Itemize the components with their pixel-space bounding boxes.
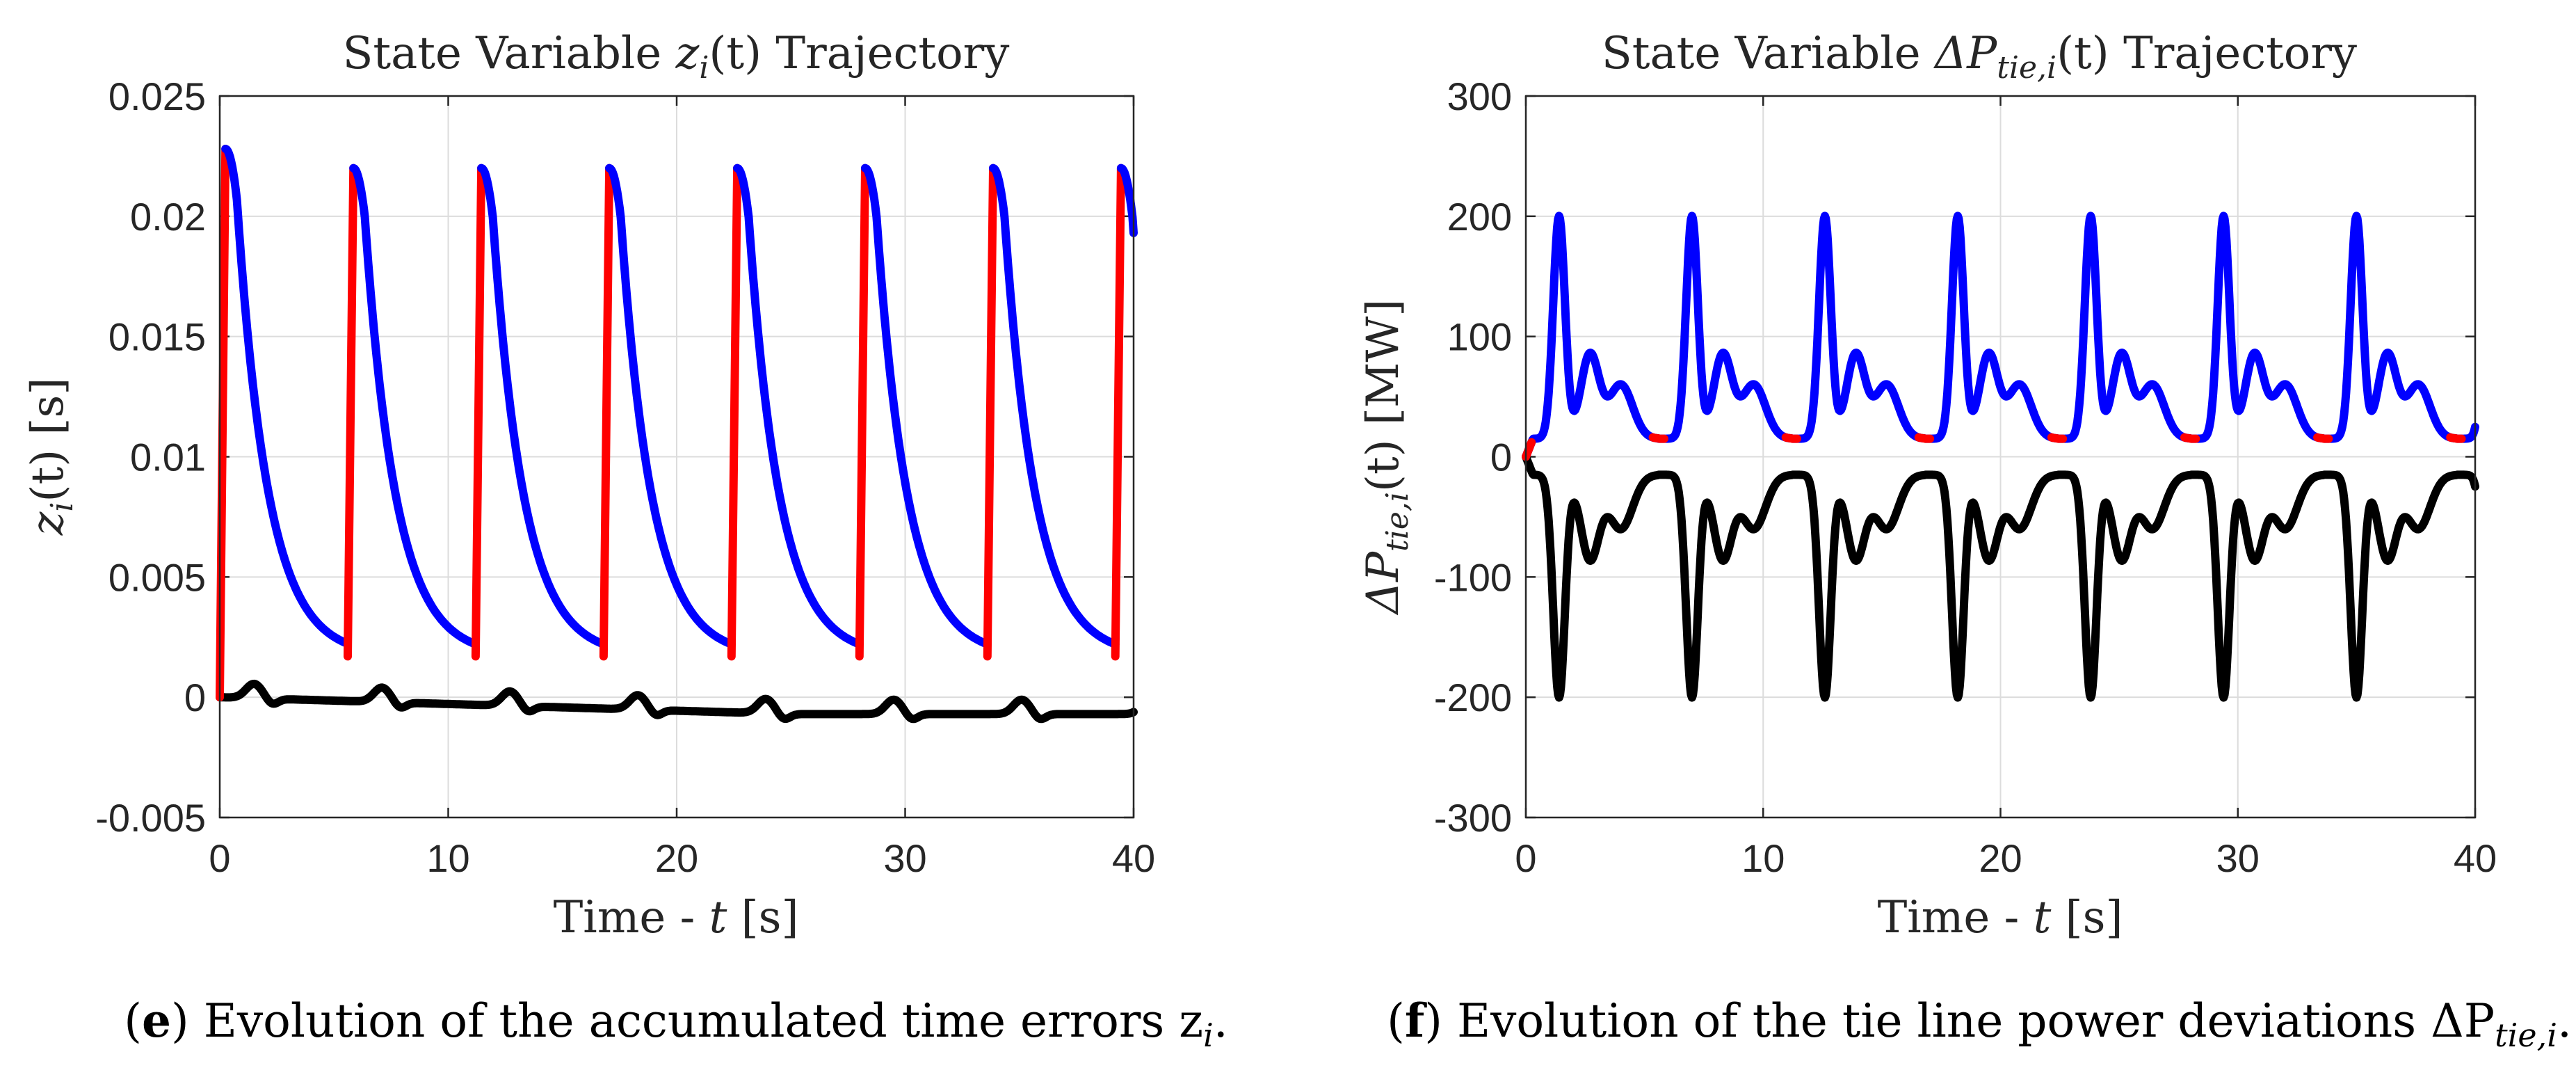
panel-f-xtick-label: 0: [1515, 836, 1536, 880]
panel-f-ylabel: ΔPtie,i(t) [MW]: [1358, 299, 1415, 616]
panel-f: State Variable ΔPtie,i(t) Trajectory 0 10…: [1358, 28, 2572, 1054]
panel-e-series-aux-line: [216, 679, 1138, 724]
panel-e-series-decay-segment: [349, 163, 480, 648]
panel-e-ylabel: zi(t) [s]: [22, 378, 80, 536]
panel-e-ytick-label: 0.005: [108, 555, 206, 599]
panel-e-xtick-label: 10: [426, 836, 469, 880]
panel-f-series-transition-segment: [2446, 433, 2466, 443]
panel-e-series-rise-segment: [983, 163, 997, 661]
panel-f-xlabel: Time - t [s]: [1878, 892, 2123, 943]
panel-f-caption: (f) Evolution of the tie line power devi…: [1387, 994, 2572, 1054]
panel-f-grid: [1525, 95, 2476, 818]
panel-f-ytick-label: 200: [1447, 195, 1512, 239]
panel-e-series-decay-segment: [605, 163, 736, 648]
panel-f-ytick-label: -300: [1434, 796, 1512, 840]
panel-e-series-rise-segment: [1111, 163, 1125, 661]
panel-f-series-negative-line: [1522, 452, 2479, 702]
panel-f-ticks: 0 10 20 30 40 -300 -200 -100 0 100 200 300: [1434, 74, 2497, 880]
panel-e-series-decay-segment: [733, 163, 864, 648]
panel-e-series-rise-segment: [727, 163, 742, 661]
panel-e-series-decay-segment: [1116, 163, 1138, 237]
panel-f-xtick-label: 10: [1741, 836, 1785, 880]
panel-f-ytick-label: 300: [1447, 74, 1512, 118]
panel-e-xtick-label: 40: [1112, 836, 1155, 880]
panel-e-xtick-label: 0: [209, 836, 230, 880]
panel-f-series-transition-segment: [2047, 433, 2068, 443]
panel-e-series-decay-segment: [221, 145, 352, 648]
panel-f-xtick-label: 30: [2216, 836, 2260, 880]
panel-f-ytick-label: -200: [1434, 676, 1512, 719]
panel-e-ytick-label: 0: [184, 676, 206, 719]
panel-e-ytick-label: 0.025: [108, 74, 206, 118]
panel-f-xtick-label: 20: [1979, 836, 2022, 880]
panel-f-series-transition-segment: [1781, 433, 1801, 443]
panel-e-title: State Variable zi(t) Trajectory: [343, 28, 1010, 86]
panel-e-caption: (e) Evolution of the accumulated time er…: [124, 994, 1228, 1054]
panel-e-series-rise-segment: [216, 145, 230, 702]
panel-f-series-transition-segment: [2313, 433, 2333, 443]
panel-e-series-decay-segment: [477, 163, 608, 648]
panel-e-series-decay-segment: [989, 163, 1120, 648]
panel-e-ytick-label: 0.01: [130, 436, 206, 479]
panel-f-xtick-label: 40: [2454, 836, 2497, 880]
panel-e-ytick-label: 0.015: [108, 315, 206, 359]
panel-f-ytick-label: -100: [1434, 555, 1512, 599]
panel-f-series-transition-segment: [1648, 433, 1668, 443]
panel-f-series: [1522, 212, 2479, 702]
panel-e-series-rise-segment: [855, 163, 869, 661]
panel-e-series-rise-segment: [471, 163, 486, 661]
panel-e-xlabel: Time - t [s]: [554, 892, 799, 943]
panel-f-axes-frame: [1524, 95, 2477, 819]
panel-f-series-transition-segment: [1914, 433, 1935, 443]
panel-e-xtick-label: 30: [883, 836, 926, 880]
panel-e: State Variable zi(t) Trajectory 0 10 20 30 4…: [22, 28, 1228, 1054]
panel-e-series-rise-segment: [599, 163, 614, 661]
panel-e-ytick-label: -0.005: [95, 796, 206, 840]
panel-e-series: [216, 145, 1138, 724]
panel-f-series-transition-segment: [2180, 433, 2200, 443]
panel-f-ytick-label: 0: [1490, 436, 1512, 479]
panel-f-series-transition-segment: [1522, 438, 1536, 461]
panel-f-title: State Variable ΔPtie,i(t) Trajectory: [1602, 28, 2357, 86]
panel-e-ytick-label: 0.02: [130, 195, 206, 239]
panel-f-ytick-label: 100: [1447, 315, 1512, 359]
panel-e-axes-frame: [218, 95, 1135, 819]
panel-e-series-decay-segment: [861, 163, 992, 648]
panel-e-series-rise-segment: [344, 163, 358, 661]
panel-e-xtick-label: 20: [655, 836, 698, 880]
